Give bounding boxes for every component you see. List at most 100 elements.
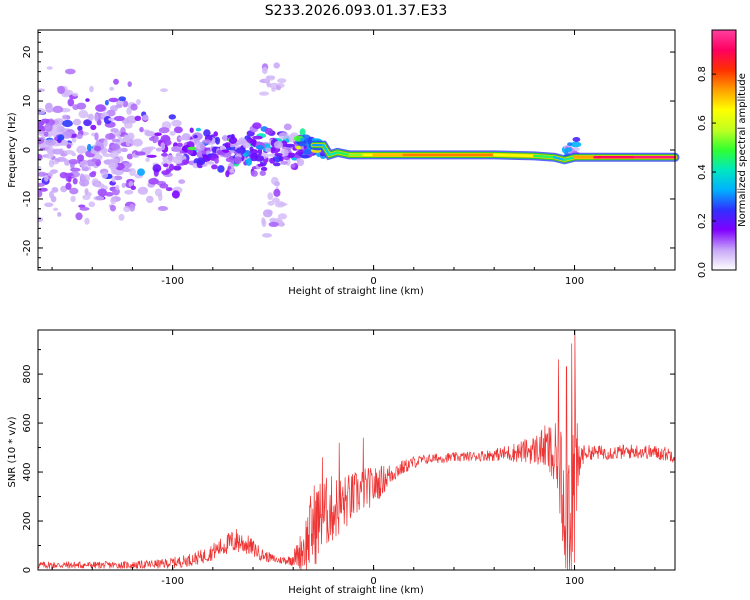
spectrogram-speckle	[70, 134, 78, 138]
spectrogram-speckle	[38, 190, 43, 198]
spectrogram-speckle	[102, 153, 112, 157]
spectrogram-speckle	[205, 161, 215, 165]
spectrogram-speckle	[267, 200, 275, 206]
spectrogram-speckle	[178, 136, 189, 141]
spectrogram-speckle	[224, 142, 231, 149]
colorbar-scale	[712, 30, 736, 270]
spectrogram-speckle	[97, 188, 108, 197]
snr-series-line	[37, 329, 676, 570]
spectrogram-speckle	[86, 143, 92, 152]
spectrogram-speckle	[89, 85, 94, 93]
spectrogram-speckle	[76, 145, 87, 154]
spectrogram-speckle	[211, 164, 218, 170]
spectrogram-speckle	[43, 131, 49, 137]
spectrogram-speckle	[278, 202, 288, 206]
spectrogram-speckle	[76, 102, 87, 110]
spectrogram-speckle	[110, 204, 116, 212]
spectrogram-speckle	[252, 122, 262, 129]
spectrogram-speckle	[65, 182, 72, 190]
spectrogram-speckle	[225, 157, 235, 163]
spectrogram-speckle	[187, 146, 198, 151]
spectrogram-speckle	[169, 131, 176, 136]
spectrogram-speckle	[45, 107, 55, 113]
spectrogram-speckle	[78, 110, 89, 119]
spectrogram-speckle	[105, 192, 114, 197]
spectrogram-speckle	[109, 86, 115, 91]
spectrogram-speckle	[62, 116, 68, 120]
spectrogram-speckle	[115, 104, 123, 109]
spectrogram-speckle	[154, 132, 162, 136]
spectrogram-speckle	[145, 146, 157, 150]
spectrogram-speckle	[157, 206, 168, 211]
spectrogram-speckle	[38, 108, 46, 115]
spectrogram-speckle	[129, 168, 136, 176]
spectrogram-speckle	[129, 203, 136, 212]
spectrogram-speckle	[70, 195, 76, 203]
snr-y-label: SNR (10 * v/v)	[7, 416, 18, 487]
spectrogram-speckle	[215, 136, 221, 145]
track-segment	[328, 151, 339, 157]
spectrogram-speckle	[110, 162, 119, 169]
track-segment	[563, 156, 576, 162]
spectrogram-speckle	[567, 142, 573, 147]
spectrogram-speckle	[284, 149, 289, 157]
spectrogram-speckle	[278, 132, 289, 140]
spectrogram-speckle	[242, 142, 251, 149]
spectrogram-speckle	[202, 139, 212, 144]
spectrogram-speckle	[277, 78, 287, 84]
spectrogram-speckle	[267, 192, 274, 200]
spectrogram-speckle	[93, 195, 105, 201]
spectrogram-speckle	[113, 78, 119, 85]
spectrogram-speckle	[158, 193, 163, 202]
snr-x-label: Height of straight line (km)	[288, 585, 424, 596]
colorbar: 0.0 0.2 0.4 0.6 0.8 Normalized spectral ampl…	[697, 29, 748, 278]
spectrogram-speckle	[126, 153, 133, 160]
spectrogram-speckle	[200, 143, 206, 150]
spectrogram-speckle	[262, 233, 272, 238]
track-segment	[553, 156, 566, 162]
y-tick-label: 0	[22, 567, 33, 573]
spectrogram-speckle	[38, 137, 45, 145]
spectrogram-speckle	[171, 190, 180, 199]
track-segment	[336, 151, 351, 157]
spectrogram-speckle	[88, 113, 94, 121]
spectrogram-speckle	[72, 177, 78, 185]
spectrogram-speckle	[120, 147, 128, 153]
spectrogram-speckle	[45, 139, 56, 146]
spectrogram-speckle	[38, 171, 47, 177]
spectrogram-speckle	[228, 136, 238, 144]
spectrogram-speckle	[126, 115, 137, 124]
spectrogram-speckle	[76, 133, 83, 140]
spectrogram-speckle	[85, 98, 90, 102]
spectrogram-speckle	[262, 66, 268, 75]
spectrogram-speckle	[146, 154, 157, 158]
spectrogram-speckle	[91, 158, 98, 162]
spectrogram-speckle	[160, 88, 168, 93]
spectrogram-speckle	[177, 142, 183, 147]
spectrogram-speckle	[60, 185, 68, 193]
spectrogram-speckle	[89, 171, 96, 178]
spectrogram-speckle	[57, 86, 65, 94]
spectrogram-speckle	[213, 131, 218, 137]
spectrogram-speckle	[134, 115, 142, 122]
spectrogram-speckle	[91, 178, 100, 187]
spectrogram-speckle	[152, 164, 162, 173]
spectrogram-speckle	[113, 175, 123, 181]
spectrogram-speckle	[68, 159, 79, 164]
spectrogram-speckles	[38, 62, 582, 238]
spectrogram-speckle	[260, 166, 268, 172]
y-tick-label: -20	[22, 240, 33, 256]
x-tick-label: 0	[370, 276, 376, 287]
spectrogram-speckle	[44, 174, 49, 182]
spectrogram-speckle	[222, 134, 228, 142]
spectrogram-speckle	[280, 160, 289, 165]
spectrogram-speckle	[160, 134, 171, 143]
spectrogram-speckle	[229, 168, 235, 174]
spectrogram-speckle	[300, 154, 310, 159]
spectrogram-speckle	[196, 157, 206, 166]
spectrogram-speckle	[161, 152, 168, 157]
x-tick-label: 0	[370, 576, 376, 587]
spectrogram-speckle	[144, 130, 155, 137]
spectrogram-speckle	[257, 163, 264, 167]
